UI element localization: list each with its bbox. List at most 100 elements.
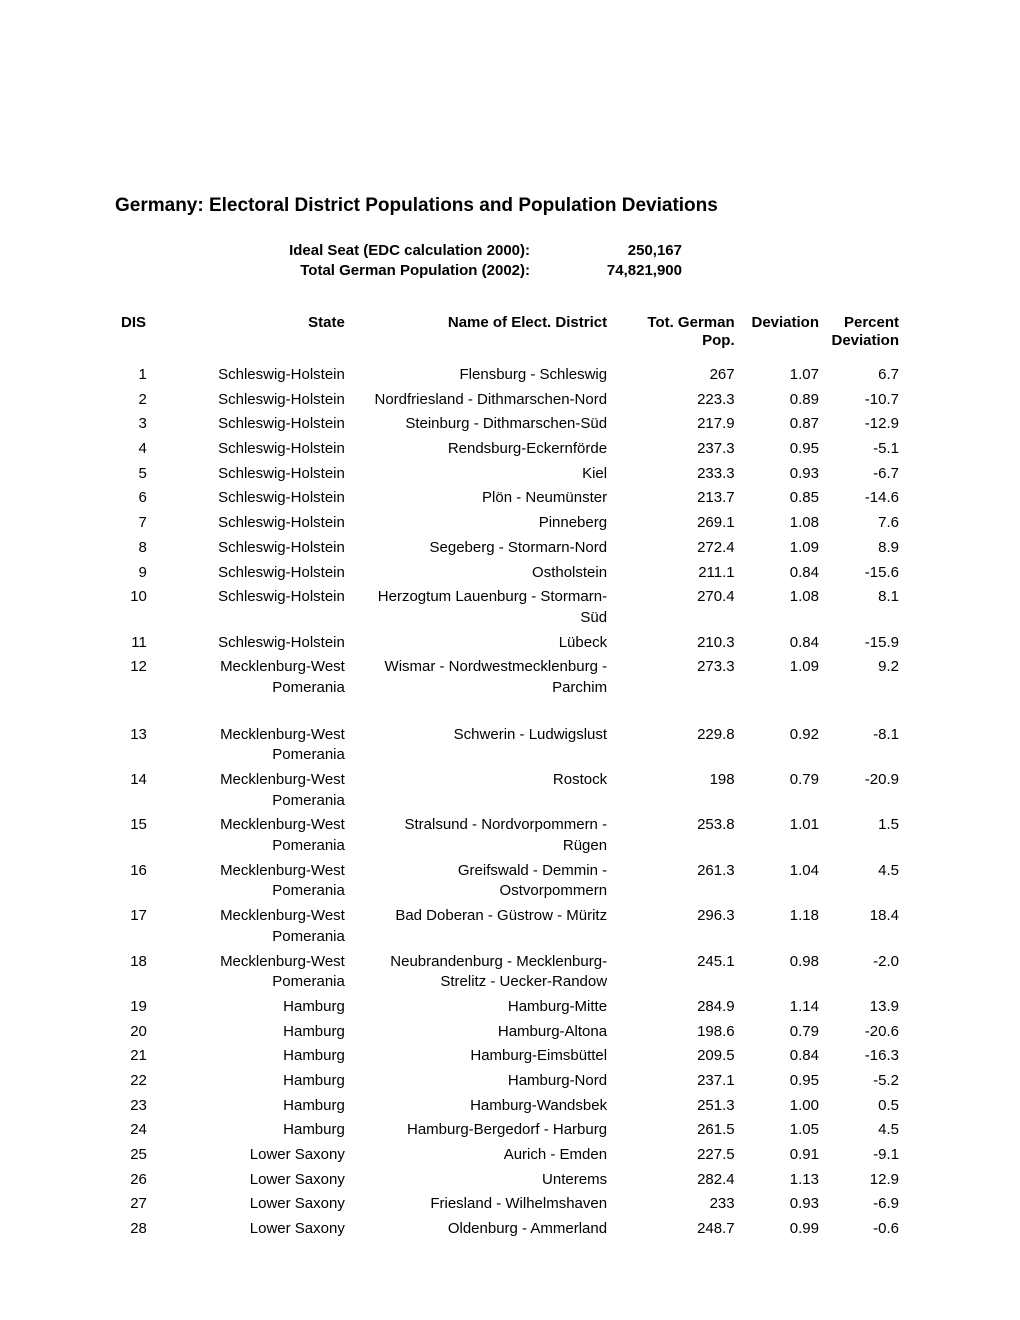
cell-state: Mecklenburg-West Pomerania [153, 655, 351, 700]
cell-pct: -12.9 [825, 412, 905, 437]
cell-pct: 4.5 [825, 859, 905, 904]
cell-dis: 8 [115, 536, 153, 561]
cell-dis: 6 [115, 486, 153, 511]
cell-pop: 229.8 [613, 723, 741, 768]
cell-dis: 23 [115, 1094, 153, 1119]
col-pct: Percent Deviation [825, 310, 905, 364]
table-row: 18Mecklenburg-West PomeraniaNeubrandenbu… [115, 950, 905, 995]
table-row: 8Schleswig-HolsteinSegeberg - Stormarn-N… [115, 536, 905, 561]
cell-pop: 272.4 [613, 536, 741, 561]
cell-state: Hamburg [153, 1094, 351, 1119]
cell-name: Nordfriesland - Dithmarschen-Nord [351, 388, 613, 413]
col-pop: Tot. German Pop. [613, 310, 741, 364]
cell-dis: 16 [115, 859, 153, 904]
cell-state: Mecklenburg-West Pomerania [153, 768, 351, 813]
cell-state: Mecklenburg-West Pomerania [153, 859, 351, 904]
cell-dev: 0.84 [741, 561, 825, 586]
cell-dev: 0.95 [741, 437, 825, 462]
cell-dis: 20 [115, 1020, 153, 1045]
ideal-seat-label: Ideal Seat (EDC calculation 2000): [115, 241, 542, 261]
cell-pct: 12.9 [825, 1168, 905, 1193]
cell-pct: -2.0 [825, 950, 905, 995]
cell-dev: 1.18 [741, 904, 825, 949]
cell-pop: 233.3 [613, 462, 741, 487]
cell-dis: 18 [115, 950, 153, 995]
cell-dis: 21 [115, 1044, 153, 1069]
table-row: 7Schleswig-HolsteinPinneberg269.11.087.6 [115, 511, 905, 536]
cell-dev: 0.85 [741, 486, 825, 511]
cell-name: Aurich - Emden [351, 1143, 613, 1168]
cell-dis: 25 [115, 1143, 153, 1168]
cell-name: Bad Doberan - Güstrow - Müritz [351, 904, 613, 949]
table-row: 25Lower SaxonyAurich - Emden227.50.91-9.… [115, 1143, 905, 1168]
cell-dis: 12 [115, 655, 153, 700]
table-row: 26Lower SaxonyUnterems282.41.1312.9 [115, 1168, 905, 1193]
cell-name: Segeberg - Stormarn-Nord [351, 536, 613, 561]
table-row: 6Schleswig-HolsteinPlön - Neumünster213.… [115, 486, 905, 511]
cell-pct: -15.6 [825, 561, 905, 586]
cell-pop: 210.3 [613, 631, 741, 656]
cell-pct: 8.1 [825, 585, 905, 630]
cell-pop: 296.3 [613, 904, 741, 949]
cell-pop: 251.3 [613, 1094, 741, 1119]
cell-pop: 282.4 [613, 1168, 741, 1193]
meta-block: Ideal Seat (EDC calculation 2000): 250,1… [115, 241, 905, 282]
col-dis: DIS [115, 310, 153, 364]
cell-pct: 13.9 [825, 995, 905, 1020]
cell-state: Mecklenburg-West Pomerania [153, 813, 351, 858]
table-row: 24HamburgHamburg-Bergedorf - Harburg261.… [115, 1118, 905, 1143]
cell-pop: 267 [613, 363, 741, 388]
cell-dev: 0.93 [741, 1192, 825, 1217]
cell-dis: 3 [115, 412, 153, 437]
table-row: 17Mecklenburg-West PomeraniaBad Doberan … [115, 904, 905, 949]
table-row: 20HamburgHamburg-Altona198.60.79-20.6 [115, 1020, 905, 1045]
table-row: 14Mecklenburg-West PomeraniaRostock1980.… [115, 768, 905, 813]
col-state: State [153, 310, 351, 364]
cell-dev: 0.79 [741, 768, 825, 813]
cell-pct: -20.6 [825, 1020, 905, 1045]
cell-pop: 198.6 [613, 1020, 741, 1045]
cell-pop: 269.1 [613, 511, 741, 536]
cell-dev: 1.09 [741, 536, 825, 561]
cell-dev: 0.84 [741, 1044, 825, 1069]
col-dev: Deviation [741, 310, 825, 364]
cell-dis: 15 [115, 813, 153, 858]
table-row: 5Schleswig-HolsteinKiel233.30.93-6.7 [115, 462, 905, 487]
cell-pct: 18.4 [825, 904, 905, 949]
cell-state: Lower Saxony [153, 1143, 351, 1168]
cell-dev: 1.01 [741, 813, 825, 858]
cell-pop: 273.3 [613, 655, 741, 700]
cell-name: Wismar - Nordwestmecklenburg - Parchim [351, 655, 613, 700]
cell-name: Hamburg-Eimsbüttel [351, 1044, 613, 1069]
cell-dev: 1.04 [741, 859, 825, 904]
cell-dev: 0.98 [741, 950, 825, 995]
cell-pop: 217.9 [613, 412, 741, 437]
cell-pct: -5.2 [825, 1069, 905, 1094]
cell-pct: -10.7 [825, 388, 905, 413]
cell-pct: 1.5 [825, 813, 905, 858]
cell-pct: 8.9 [825, 536, 905, 561]
col-pct-line1: Percent [844, 314, 899, 331]
cell-name: Hamburg-Mitte [351, 995, 613, 1020]
cell-dis: 26 [115, 1168, 153, 1193]
table-row: 23HamburgHamburg-Wandsbek251.31.000.5 [115, 1094, 905, 1119]
cell-name: Kiel [351, 462, 613, 487]
cell-pct: -6.9 [825, 1192, 905, 1217]
table-row: 27Lower SaxonyFriesland - Wilhelmshaven2… [115, 1192, 905, 1217]
cell-dev: 1.08 [741, 511, 825, 536]
table-row: 28Lower SaxonyOldenburg - Ammerland248.7… [115, 1217, 905, 1242]
ideal-seat-value: 250,167 [542, 241, 682, 261]
table-row: 2Schleswig-HolsteinNordfriesland - Dithm… [115, 388, 905, 413]
cell-dis: 14 [115, 768, 153, 813]
cell-state: Lower Saxony [153, 1168, 351, 1193]
cell-pop: 213.7 [613, 486, 741, 511]
cell-name: Herzogtum Lauenburg - Stormarn-Süd [351, 585, 613, 630]
cell-pct: -14.6 [825, 486, 905, 511]
cell-name: Rendsburg-Eckernförde [351, 437, 613, 462]
table-row: 1Schleswig-HolsteinFlensburg - Schleswig… [115, 363, 905, 388]
cell-name: Ostholstein [351, 561, 613, 586]
cell-pop: 209.5 [613, 1044, 741, 1069]
cell-pop: 233 [613, 1192, 741, 1217]
cell-name: Hamburg-Wandsbek [351, 1094, 613, 1119]
cell-dev: 0.79 [741, 1020, 825, 1045]
